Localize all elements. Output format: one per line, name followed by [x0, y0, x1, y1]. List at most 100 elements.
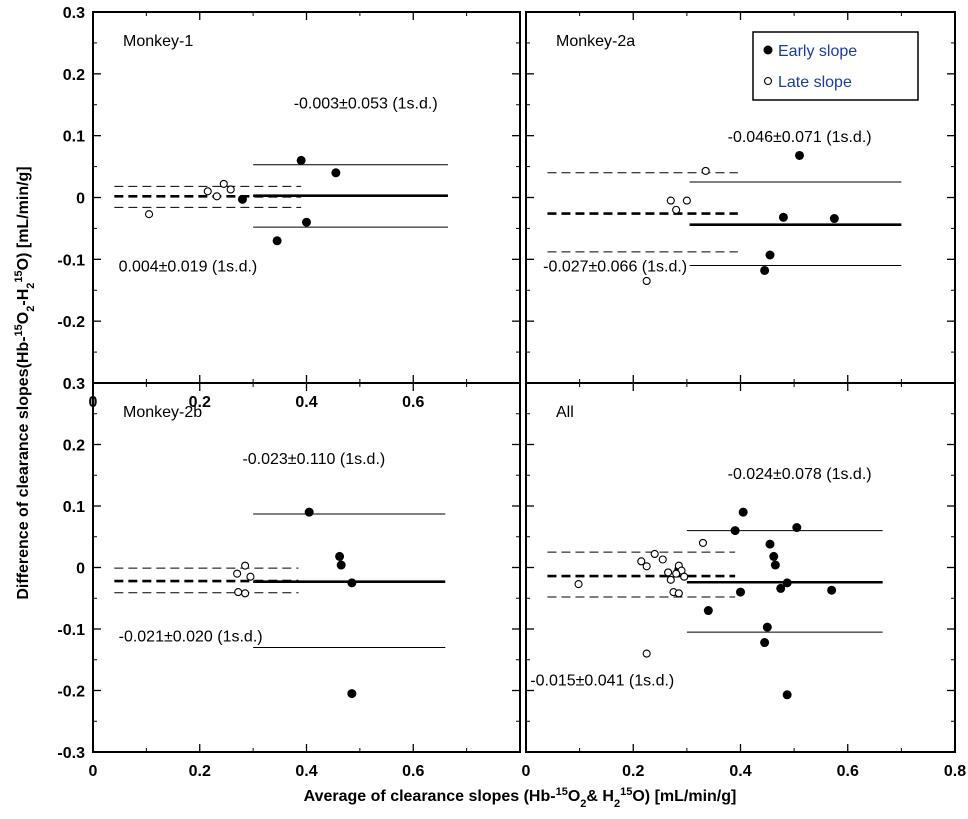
- late-point: [212, 192, 221, 201]
- x-tick-label: 0.4: [295, 763, 317, 780]
- panel-title: Monkey-2a: [556, 33, 635, 50]
- late-stats-label: -0.021±0.020 (1s.d.): [119, 628, 263, 645]
- y-axis-title-part: 15: [13, 324, 25, 336]
- early-point: [760, 638, 770, 648]
- late-point: [642, 276, 651, 286]
- y-tick-label: 0.1: [63, 499, 85, 516]
- x-axis-title-part: 15: [556, 786, 568, 798]
- y-tick-label: -0.3: [57, 745, 85, 762]
- y-tick-label: -0.1: [57, 252, 85, 269]
- x-tick-label: 0.2: [189, 763, 211, 780]
- early-point: [778, 212, 788, 222]
- early-point: [829, 214, 839, 224]
- early-point: [304, 507, 314, 517]
- legend-early-marker: [763, 45, 773, 55]
- x-axis-title-part: Average of clearance slopes (Hb-: [304, 788, 556, 805]
- late-point: [241, 561, 250, 570]
- x-tick-label: 0: [89, 763, 98, 780]
- early-point: [237, 194, 247, 204]
- y-axis-title-part: Difference of clearance slopes(Hb-: [15, 336, 32, 599]
- late-point: [672, 205, 681, 214]
- early-point: [302, 217, 311, 227]
- y-tick-label: -0.1: [57, 622, 85, 639]
- legend-early-label: Early slope: [778, 43, 857, 60]
- late-point: [650, 549, 659, 559]
- y-tick-label: 0.2: [63, 438, 85, 455]
- late-point: [637, 557, 646, 566]
- x-tick-label: 0.6: [837, 763, 859, 780]
- x-axis-title-part: 15: [620, 786, 632, 798]
- early-point: [703, 606, 713, 616]
- legend: Early slope Late slope: [752, 31, 919, 101]
- y-axis-title-part: 2: [25, 283, 37, 289]
- x-axis-title-part: O: [568, 788, 580, 805]
- late-point: [664, 568, 673, 577]
- early-point: [792, 523, 802, 533]
- late-point: [680, 572, 689, 581]
- y-tick-label: 0.1: [63, 129, 85, 146]
- late-point: [144, 210, 154, 219]
- early-point: [782, 578, 792, 588]
- y-tick-label: -0.2: [57, 684, 85, 701]
- late-point: [666, 196, 675, 205]
- late-point: [666, 575, 675, 584]
- early-point: [782, 690, 792, 700]
- x-tick-label: 0.4: [729, 763, 751, 780]
- y-axis-title: Difference of clearance slopes(Hb-15O2-H…: [13, 166, 37, 599]
- late-point: [658, 555, 667, 564]
- y-tick-label: 0: [76, 191, 85, 208]
- early-point: [738, 507, 748, 517]
- late-point: [642, 649, 651, 658]
- early-point: [765, 250, 775, 260]
- early-point: [827, 585, 837, 595]
- x-axis-title-part: 2: [580, 798, 586, 810]
- early-point: [769, 551, 779, 561]
- y-tick-label: 0.3: [63, 376, 85, 393]
- y-tick-label: 0.2: [63, 67, 85, 84]
- x-tick-label: 0.2: [189, 394, 211, 411]
- early-point: [770, 560, 780, 570]
- panel-title: All: [556, 404, 574, 421]
- panel-frame: [525, 382, 956, 753]
- early-point: [296, 155, 306, 165]
- late-point: [701, 166, 710, 175]
- early-point: [336, 560, 346, 570]
- x-tick-label: 0.4: [295, 394, 317, 411]
- x-axis-title: Average of clearance slopes (Hb-15O2& H2…: [304, 786, 737, 810]
- x-axis-title-part: & H: [586, 788, 614, 805]
- legend-late-label: Late slope: [778, 74, 852, 91]
- late-point: [234, 588, 243, 597]
- panel-monkey-2b: 0.30.20.10-0.1-0.2-0.30 0.2 0.4 0.6Monkey-2…: [57, 376, 521, 780]
- late-point: [219, 179, 228, 188]
- early-stats-label: -0.023±0.110 (1s.d.): [242, 451, 385, 468]
- x-tick-label: 0: [522, 763, 531, 780]
- late-stats-label: -0.015±0.041 (1s.d.): [530, 673, 674, 690]
- y-axis-title-part: -H: [15, 289, 32, 306]
- x-tick-label: 0.2: [622, 763, 644, 780]
- y-axis-title-part: 2: [25, 306, 37, 312]
- late-point: [226, 185, 235, 194]
- early-point: [347, 689, 357, 699]
- early-point: [736, 587, 745, 597]
- late-stats-label: -0.027±0.066 (1s.d.): [543, 259, 687, 276]
- early-point: [765, 539, 775, 549]
- late-point: [203, 187, 212, 196]
- legend-late-marker: [763, 76, 773, 86]
- x-tick-label: 0.8: [944, 763, 966, 780]
- early-stats-label: -0.046±0.071 (1s.d.): [728, 129, 872, 146]
- early-point: [776, 583, 786, 593]
- late-point: [233, 569, 242, 578]
- y-axis-title-part: 15: [13, 270, 25, 282]
- late-point: [241, 589, 250, 598]
- y-axis-title-part: O) [mL/min/g]: [15, 166, 32, 270]
- x-axis-title-part: O) [mL/min/g]: [632, 788, 736, 805]
- y-tick-label: 0.3: [63, 5, 85, 22]
- y-tick-label: 0: [76, 561, 85, 578]
- early-point: [794, 150, 804, 160]
- late-point: [574, 580, 583, 589]
- x-tick-label: 0.6: [402, 394, 424, 411]
- early-point: [730, 526, 740, 536]
- late-point: [672, 569, 681, 578]
